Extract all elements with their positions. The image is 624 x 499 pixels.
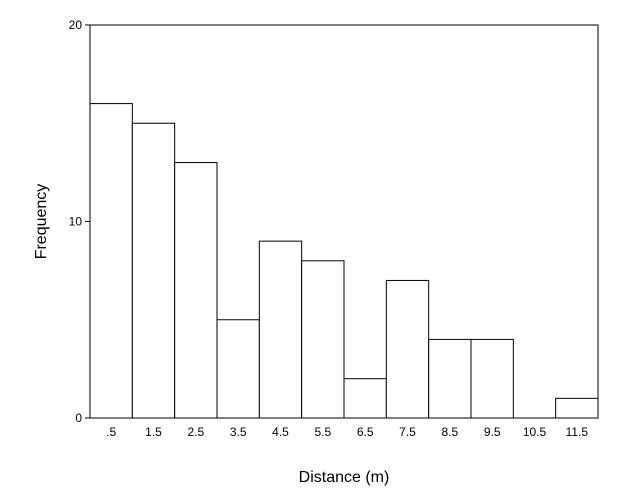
x-tick-label: 4.5: [272, 425, 289, 439]
x-tick-label: 5.5: [314, 425, 331, 439]
x-tick-label: 11.5: [566, 425, 589, 439]
x-tick-label: 7.5: [399, 425, 416, 439]
bar-p5: [89, 103, 133, 419]
y-tick-label: 0: [75, 411, 82, 425]
bar-5p5: [301, 260, 345, 419]
x-tick-label: 3.5: [230, 425, 247, 439]
bar-2p5: [174, 162, 218, 419]
bar-7p5: [385, 279, 430, 419]
x-axis-title: Distance (m): [299, 469, 390, 486]
bar-6p5: [343, 378, 387, 419]
y-tick-label: 10: [69, 215, 83, 229]
bar-8p5: [428, 338, 472, 419]
x-tick-label: 8.5: [441, 425, 458, 439]
x-tick-label: 6.5: [357, 425, 374, 439]
bar-4p5: [258, 240, 303, 419]
bar-3p5: [216, 319, 260, 419]
x-tick-label: 10.5: [523, 425, 547, 439]
x-tick-label: 1.5: [145, 425, 162, 439]
x-tick-label: .5: [106, 425, 116, 439]
x-tick-label: 9.5: [484, 425, 501, 439]
bar-11p5: [555, 397, 599, 419]
y-tick-label: 20: [69, 18, 83, 32]
bar-1p5: [131, 122, 176, 419]
bar-9p5: [470, 338, 514, 419]
bars-layer: [89, 103, 599, 419]
y-axis-title: Frequency: [33, 184, 50, 260]
ticks-layer: .5 1.5 2.5 3.5 4.5 5.5 6.5 7.5 8.5 9.5 10.5 11.5 0 10…: [69, 18, 589, 439]
x-tick-label: 2.5: [187, 425, 204, 439]
